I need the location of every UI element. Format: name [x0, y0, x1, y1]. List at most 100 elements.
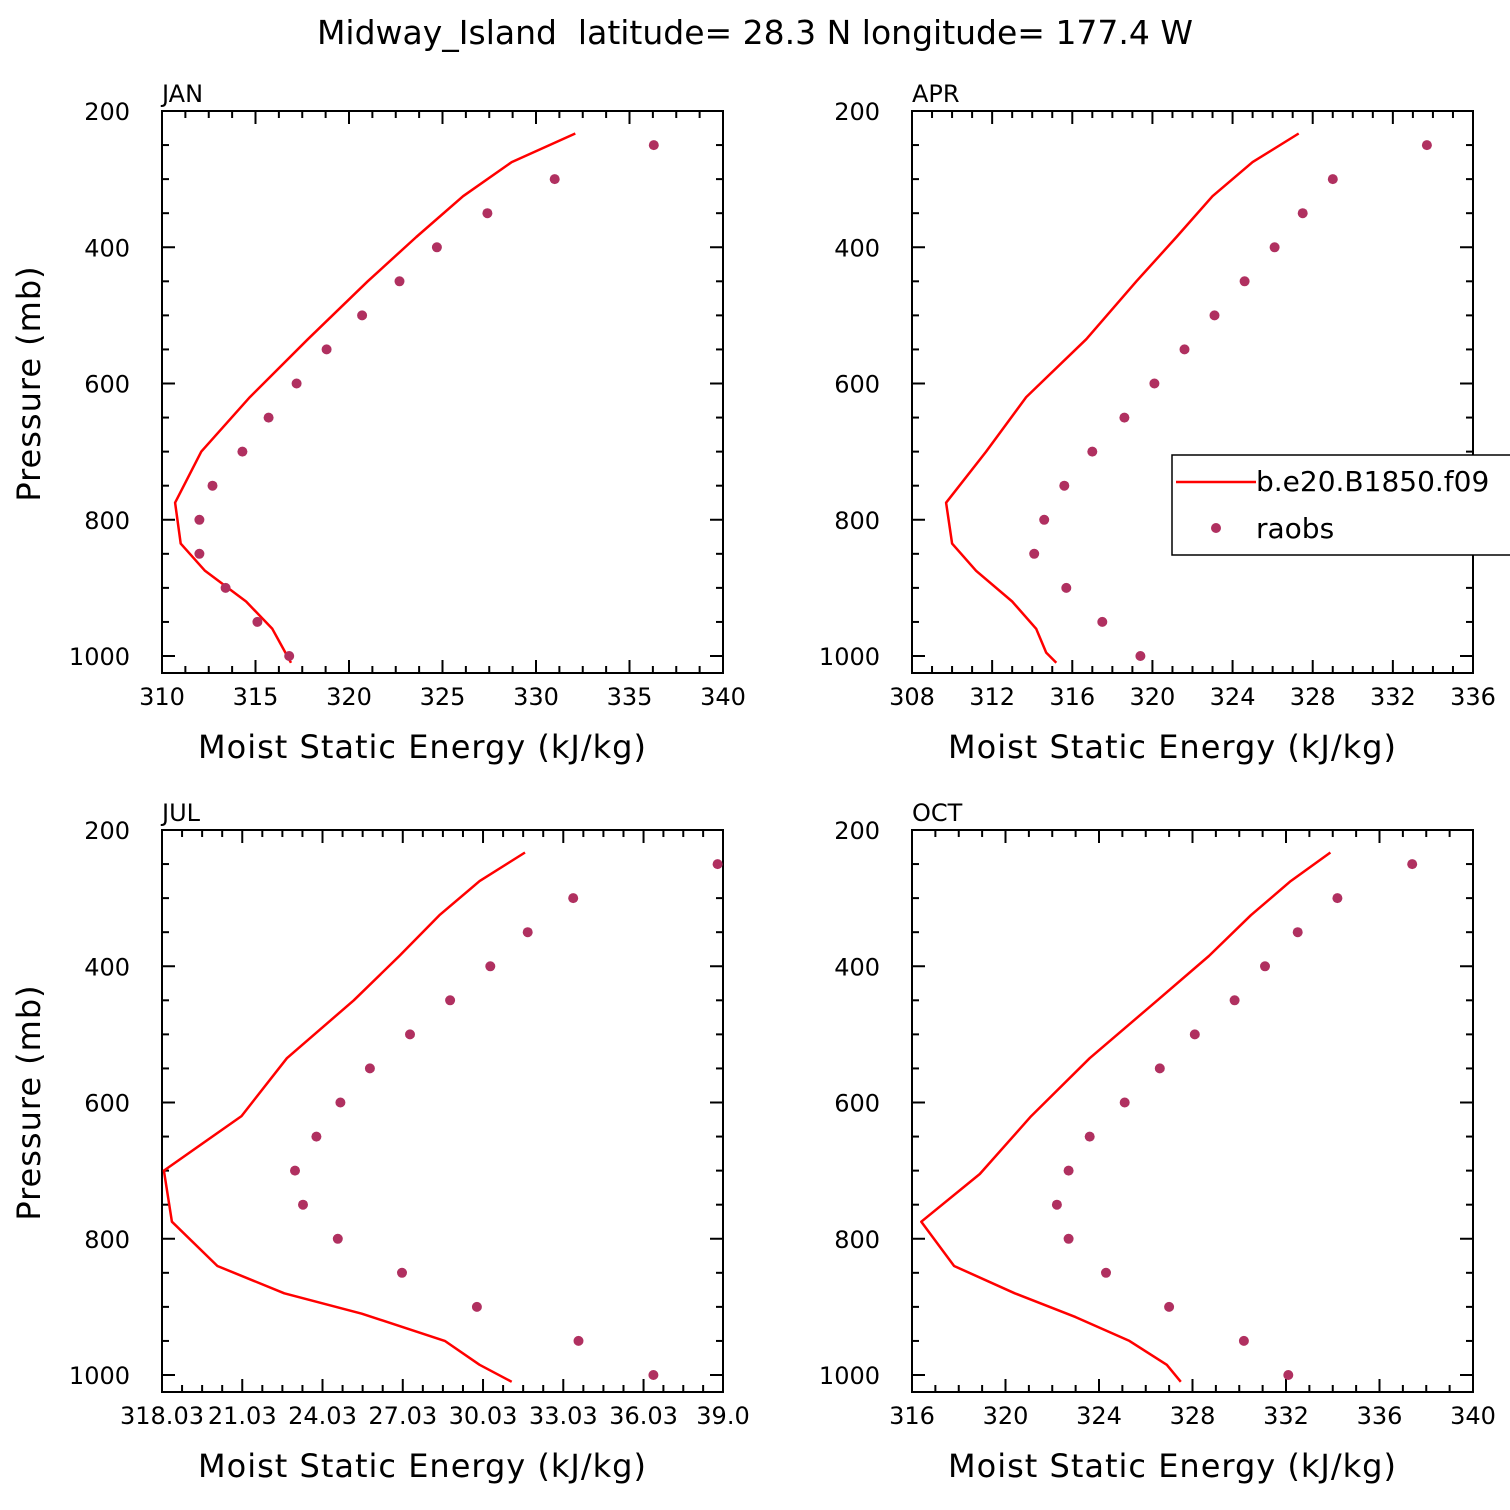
raobs-point — [194, 548, 205, 559]
legend-label-model: b.e20.B1850.f09 — [1256, 465, 1489, 498]
plot-frame — [161, 110, 724, 674]
raobs-point — [1063, 1233, 1074, 1244]
raobs-point — [1327, 174, 1338, 185]
model-line — [173, 132, 576, 664]
figure-title: Midway_Island latitude= 28.3 N longitude… — [317, 13, 1193, 52]
y-tick-label: 200 — [84, 817, 130, 845]
raobs-point — [1421, 140, 1432, 151]
x-tick-label: 324 — [1210, 683, 1256, 711]
raobs-point — [321, 344, 332, 355]
y-tick-label: 600 — [834, 371, 880, 399]
raobs-point — [194, 514, 205, 525]
raobs-point — [1238, 1335, 1249, 1346]
x-tick-label: 30.03 — [449, 1402, 518, 1430]
y-tick-label: 400 — [834, 953, 880, 981]
x-tick-label: 316 — [1049, 683, 1095, 711]
raobs-point — [1119, 412, 1130, 423]
panel-title: JUL — [160, 799, 201, 827]
panel-oct: OCT 316 320 324 328 332 336 340 200 400 600 800 1000… — [819, 799, 1496, 1485]
y-axis-label: Pressure (mb) — [10, 265, 48, 501]
raobs-point — [1135, 651, 1146, 661]
raobs-point — [1297, 208, 1308, 219]
raobs-point — [648, 140, 659, 151]
raobs-point — [1164, 1301, 1175, 1312]
raobs-point — [1229, 995, 1240, 1006]
raobs-point — [220, 582, 231, 593]
raobs-point — [1087, 446, 1098, 457]
raobs-point — [482, 208, 493, 219]
raobs-point — [237, 446, 248, 457]
x-tick-label: 324 — [1076, 1402, 1122, 1430]
y-tick-label: 600 — [834, 1090, 880, 1118]
y-tick-label: 800 — [84, 1226, 130, 1254]
raobs-point — [357, 310, 368, 321]
panels: JAN 310 315 320 325 330 335 340 200 400 600 800 1000… — [10, 80, 1510, 1485]
raobs-point — [263, 412, 274, 423]
raobs-point — [573, 1335, 584, 1346]
raobs-point — [1063, 1165, 1074, 1176]
model-line — [162, 851, 526, 1383]
raobs-point — [1061, 582, 1072, 593]
y-tick-label: 200 — [84, 98, 130, 126]
raobs-point — [1269, 242, 1280, 253]
panel-title: JAN — [160, 80, 203, 108]
panel-title: APR — [912, 80, 960, 108]
x-tick-label: 332 — [1263, 1402, 1309, 1430]
y-tick-label: 800 — [84, 507, 130, 535]
x-tick-label: 27.03 — [368, 1402, 437, 1430]
panel-jan: JAN 310 315 320 325 330 335 340 200 400 600 800 1000… — [10, 80, 746, 766]
raobs-point — [712, 859, 723, 870]
legend: b.e20.B1850.f09 raobs — [1171, 454, 1510, 556]
raobs-point — [445, 995, 456, 1006]
raobs-point — [1097, 616, 1108, 627]
y-tick-label: 1000 — [819, 1362, 880, 1390]
x-tick-label: 332 — [1370, 683, 1416, 711]
y-tick-label: 1000 — [69, 1362, 130, 1390]
raobs-point — [471, 1301, 482, 1312]
raobs-point — [549, 174, 560, 185]
y-tick-label: 400 — [834, 234, 880, 262]
raobs-point — [1039, 514, 1050, 525]
y-tick-label: 800 — [834, 507, 880, 535]
y-tick-label: 600 — [84, 371, 130, 399]
raobs-point — [290, 1165, 300, 1176]
x-tick-label: 308 — [889, 683, 935, 711]
raobs-point — [405, 1029, 415, 1040]
y-tick-label: 200 — [834, 817, 880, 845]
x-tick-label: 318.03 — [120, 1402, 204, 1430]
raobs-point — [1407, 859, 1418, 870]
raobs-point — [1119, 1097, 1130, 1108]
x-axis-label: Moist Static Energy (kJ/kg) — [198, 728, 647, 766]
x-tick-label: 335 — [607, 683, 653, 711]
panel-title: OCT — [912, 799, 963, 827]
raobs-point — [1189, 1029, 1200, 1040]
model-line — [944, 132, 1300, 664]
y-tick-label: 800 — [834, 1226, 880, 1254]
y-tick-label: 400 — [84, 953, 130, 981]
raobs-point — [335, 1097, 346, 1108]
raobs-point — [252, 616, 263, 627]
raobs-point — [1283, 1370, 1294, 1380]
x-tick-label: 316 — [889, 1402, 935, 1430]
x-tick-label: 21.03 — [208, 1402, 277, 1430]
raobs-point — [1260, 961, 1270, 972]
raobs-point — [485, 961, 496, 972]
x-tick-label: 340 — [700, 683, 746, 711]
x-tick-label: 325 — [420, 683, 466, 711]
x-tick-label: 33.03 — [529, 1402, 598, 1430]
y-tick-label: 200 — [834, 98, 880, 126]
raobs-point — [1029, 548, 1040, 559]
raobs-point — [648, 1370, 659, 1380]
x-axis-label: Moist Static Energy (kJ/kg) — [198, 1447, 647, 1485]
model-line — [920, 851, 1332, 1383]
x-tick-label: 310 — [139, 683, 185, 711]
raobs-point — [1084, 1131, 1095, 1142]
raobs-point — [1292, 927, 1303, 938]
raobs-point — [1149, 378, 1160, 389]
raobs-point — [364, 1063, 375, 1074]
legend-dot-swatch — [1211, 523, 1221, 533]
raobs-point — [291, 378, 302, 389]
x-tick-label: 312 — [969, 683, 1015, 711]
raobs-point — [1051, 1199, 1062, 1210]
